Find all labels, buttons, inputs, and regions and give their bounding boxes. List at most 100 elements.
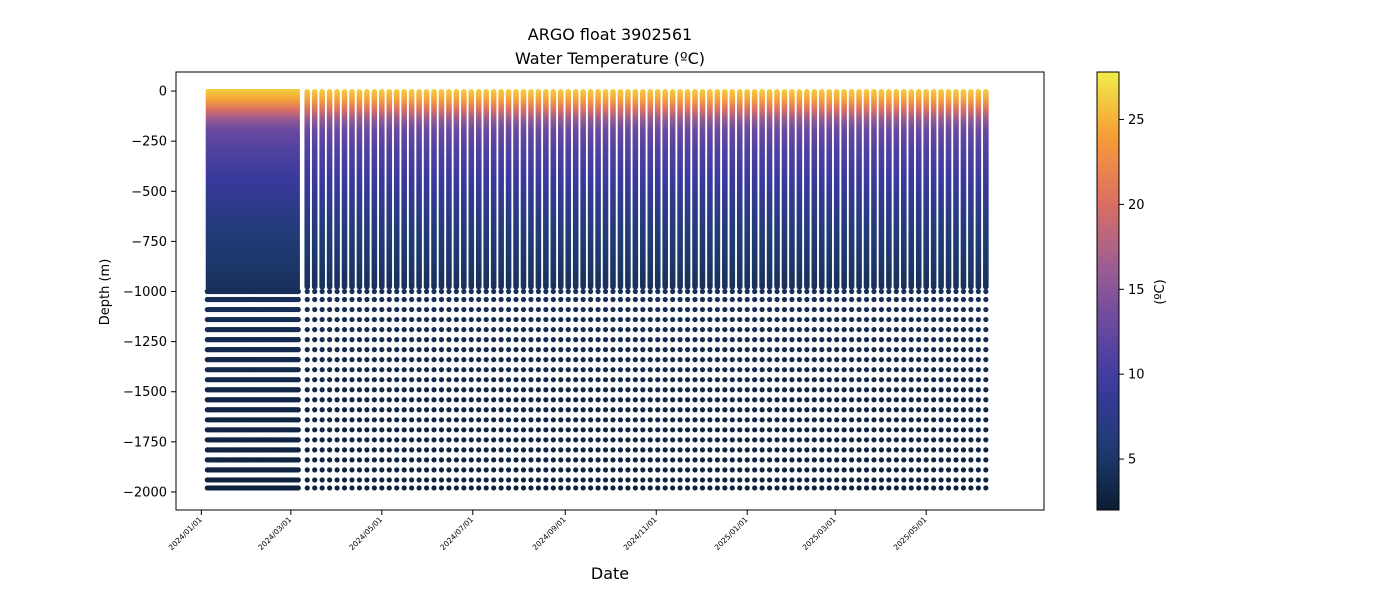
data-point (766, 397, 773, 403)
data-point (699, 357, 706, 363)
data-point (856, 288, 862, 295)
data-point (483, 427, 489, 433)
data-point (647, 457, 653, 463)
profile-column (490, 89, 497, 290)
data-point (819, 316, 825, 323)
data-point (759, 485, 765, 491)
data-point (953, 387, 959, 393)
data-point (781, 288, 788, 295)
data-point (334, 417, 340, 423)
data-point (670, 417, 676, 423)
data-point (505, 457, 512, 463)
data-point (386, 437, 392, 443)
data-point (811, 397, 817, 403)
data-point (766, 387, 773, 393)
data-point (849, 357, 855, 363)
profile (610, 89, 616, 491)
data-point (356, 367, 363, 373)
profile-column (669, 89, 676, 290)
data-point (841, 427, 847, 433)
data-point (729, 306, 735, 313)
data-point (662, 367, 668, 373)
data-point (558, 387, 564, 393)
data-point (744, 387, 750, 393)
data-point (647, 288, 653, 295)
data-point (774, 477, 780, 483)
profile-column (520, 89, 527, 290)
data-point (737, 357, 743, 363)
data-point (826, 485, 832, 491)
profile-column (833, 89, 840, 290)
data-point (550, 367, 556, 373)
data-point (334, 437, 340, 443)
y-tick-label: −1000 (123, 285, 167, 300)
data-point (386, 306, 392, 313)
data-point (766, 485, 773, 491)
data-point (871, 397, 877, 403)
data-point (655, 357, 661, 363)
data-point (945, 288, 952, 295)
data-point (960, 367, 967, 373)
data-point (789, 316, 795, 323)
data-point (975, 485, 981, 491)
profile-column (736, 89, 743, 290)
data-point (670, 437, 676, 443)
data-point (543, 296, 549, 303)
data-point (520, 326, 527, 333)
profile (871, 89, 877, 491)
profile-column (677, 89, 683, 290)
data-point (341, 288, 348, 295)
data-point (446, 357, 452, 363)
data-point (945, 367, 952, 373)
data-point (692, 326, 698, 333)
data-point (916, 437, 922, 443)
data-point (632, 288, 638, 295)
data-point (379, 347, 385, 353)
data-point (953, 397, 959, 403)
data-point (431, 485, 437, 491)
data-point (826, 337, 832, 343)
data-point (796, 397, 803, 403)
data-point (483, 288, 489, 295)
data-point (804, 477, 810, 483)
data-point (558, 467, 564, 473)
data-point (334, 427, 340, 433)
data-point (901, 397, 907, 403)
data-point (409, 357, 415, 363)
data-point (804, 387, 810, 393)
profile (640, 89, 646, 491)
data-point (468, 288, 474, 295)
profile (349, 89, 355, 491)
data-point (491, 347, 497, 353)
data-point (386, 367, 392, 373)
data-point (528, 477, 534, 483)
data-point (722, 447, 728, 453)
data-point (871, 377, 877, 383)
data-point (364, 347, 370, 353)
data-point (304, 457, 310, 463)
data-point (453, 447, 459, 453)
data-point (878, 377, 885, 383)
data-point (371, 316, 377, 323)
data-point (379, 485, 385, 491)
data-point (386, 447, 392, 453)
profile-column (468, 89, 475, 290)
data-point (804, 437, 810, 443)
data-point (707, 347, 713, 353)
colorbar-tick-label: 5 (1128, 453, 1136, 468)
data-point (573, 296, 579, 303)
data-point (729, 485, 735, 491)
data-point (655, 377, 661, 383)
profile (774, 89, 780, 491)
data-point (893, 367, 899, 373)
data-point (901, 377, 907, 383)
data-point (766, 337, 773, 343)
data-point (431, 306, 437, 313)
data-point (968, 407, 974, 413)
data-point (886, 417, 892, 423)
data-point (781, 417, 788, 423)
data-point (893, 457, 899, 463)
data-point (543, 326, 549, 333)
data-point (960, 347, 967, 353)
data-point (647, 485, 653, 491)
